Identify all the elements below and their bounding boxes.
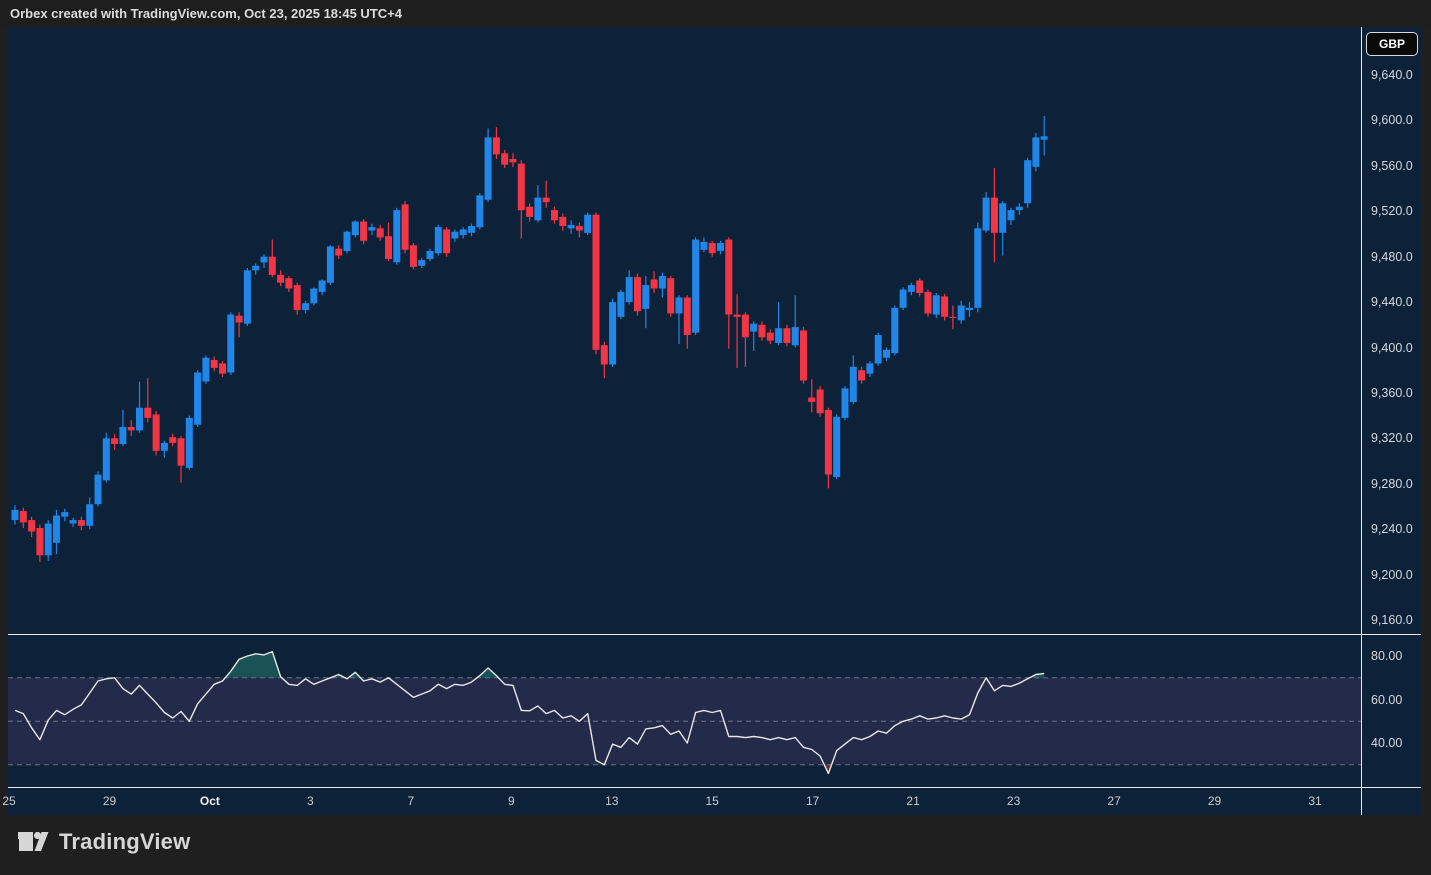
rsi-pane-svg: [8, 650, 1361, 775]
price-tick-label: 9,400.0: [1371, 340, 1413, 355]
time-axis-label: 27: [1107, 794, 1121, 808]
time-axis-label: 3: [307, 794, 314, 808]
price-tick-label: 9,560.0: [1371, 158, 1413, 173]
time-axis-label: 21: [906, 794, 920, 808]
rsi-tick-label: 40.00: [1371, 736, 1403, 750]
tradingview-wordmark: TradingView: [59, 829, 191, 854]
time-axis-label: 31: [1308, 794, 1322, 808]
rsi-series: [8, 650, 1361, 775]
price-tick-label: 9,360.0: [1371, 385, 1413, 400]
tradingview-logo-icon: [18, 832, 49, 851]
chart-root: 25 29 Oct 3 7 9 13 15 17 21 23 27 29 31 GBP 9,640.0 9,…: [2, 27, 1421, 815]
price-tick-label: 9,480.0: [1371, 249, 1413, 264]
main-pane-svg: [11, 115, 1048, 563]
candlestick-series: [11, 115, 1048, 563]
time-axis-label: Oct: [199, 794, 220, 808]
price-tick-label: 9,320.0: [1371, 431, 1413, 446]
rsi-tick-label: 80.00: [1371, 649, 1403, 663]
time-axis-label: 25: [2, 794, 16, 808]
tradingview-logo[interactable]: TradingView: [18, 829, 190, 855]
price-tick-label: 9,200.0: [1371, 567, 1413, 582]
time-axis-label: 13: [605, 794, 619, 808]
time-axis-label: 15: [705, 794, 719, 808]
chart-attribution-title: Orbex created with TradingView.com, Oct …: [10, 6, 402, 21]
axis-divider: [8, 787, 1421, 788]
time-axis-label: 29: [102, 794, 117, 808]
rsi-pane[interactable]: [8, 635, 1361, 787]
rsi-tick-label: 60.00: [1371, 692, 1403, 707]
price-tick-label: 9,160.0: [1371, 613, 1413, 627]
time-axis-label: 7: [407, 794, 415, 808]
price-tick-label: 9,520.0: [1371, 204, 1413, 219]
price-pane[interactable]: [8, 27, 1361, 634]
price-tick-label: 9,600.0: [1371, 113, 1413, 128]
time-axis-label: 29: [1207, 794, 1222, 808]
time-axis-label: 23: [1006, 794, 1021, 808]
pane-divider[interactable]: [8, 634, 1421, 635]
price-tick-label: 9,440.0: [1371, 295, 1413, 310]
price-axis[interactable]: GBP 9,640.0 9,600.0 9,560.0 9,520.0 9,480.0 9…: [1362, 27, 1421, 815]
time-axis-label: 9: [507, 794, 515, 808]
price-tick-label: 9,240.0: [1371, 522, 1413, 537]
time-axis[interactable]: 25 29 Oct 3 7 9 13 15 17 21 23 27 29 31: [2, 788, 1361, 815]
topbar: Orbex created with TradingView.com, Oct …: [0, 0, 1431, 27]
time-axis-label: 17: [806, 794, 820, 808]
price-tick-label: 9,280.0: [1371, 476, 1413, 491]
price-axis-separator: [1361, 27, 1362, 815]
currency-badge[interactable]: GBP: [1366, 32, 1418, 56]
price-tick-label: 9,640.0: [1371, 68, 1413, 82]
